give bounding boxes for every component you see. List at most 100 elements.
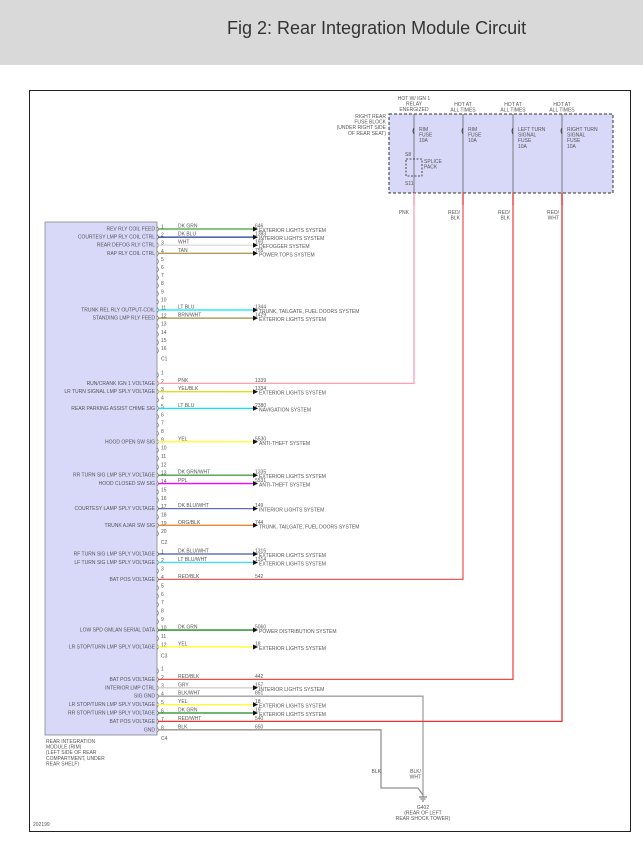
- wire: [158, 193, 415, 385]
- signal-label: BAT POS VOLTAGE: [110, 577, 156, 583]
- pin-number: 11: [161, 306, 166, 312]
- arrow-icon: [253, 389, 258, 395]
- signal-label: REAR PARKING ASSIST CHIME SIG: [71, 406, 155, 412]
- pin-number: 9: [161, 437, 164, 443]
- pin-number: 3: [161, 683, 164, 689]
- fuse-label: FUSE: [518, 138, 532, 144]
- pin-number: 15: [161, 487, 167, 493]
- connector-pin-icon: [156, 497, 159, 503]
- circuit-number: 5531: [255, 478, 266, 484]
- arrow-icon: [253, 226, 258, 232]
- circuit-number: 5060: [255, 625, 266, 631]
- pin-number: 8: [161, 609, 164, 615]
- fuse-block-label: OF REAR SEAT): [348, 131, 386, 137]
- connector-label: C1: [161, 357, 168, 363]
- signal-label: SIG GND: [134, 694, 156, 700]
- signal-label: RUN/CRANK IGN 1 VOLTAGE: [87, 381, 156, 387]
- power-source-label: ALL TIMES: [549, 108, 575, 114]
- arrow-icon: [253, 405, 258, 411]
- wire-color-label: LT BLU: [178, 403, 195, 409]
- power-source-label: ALL TIMES: [500, 108, 526, 114]
- circuit-number: 19: [255, 708, 261, 714]
- connector-pin-icon: [156, 291, 159, 297]
- circuit-number: 1315: [255, 549, 266, 555]
- pin-number: 7: [161, 717, 164, 723]
- signal-label: RF TURN SIG LMP SPLY VOLTAGE: [74, 552, 156, 558]
- pin-number: 1: [161, 371, 164, 377]
- wire: [158, 193, 514, 681]
- circuit-number: 2380: [255, 403, 266, 409]
- signal-label: LR STOP/TURN LMP SPLY VOLTAGE: [69, 644, 156, 650]
- connector-pin-icon: [156, 331, 159, 338]
- connector-pin-icon: [156, 530, 159, 537]
- wire-color-label: LT BLU: [178, 305, 195, 311]
- fuse-label: 10A: [419, 138, 429, 144]
- fuse-label: RIM: [419, 127, 428, 133]
- arrow-icon: [253, 250, 258, 256]
- pin-number: 7: [161, 600, 164, 606]
- connector-pin-icon: [156, 668, 159, 674]
- pin-number: 5: [161, 700, 164, 706]
- circuit-number: 18: [255, 699, 261, 705]
- wire-color-label: PNK: [399, 210, 410, 216]
- fuse-label: SIGNAL: [567, 133, 586, 139]
- fuse-icon: [412, 127, 415, 135]
- circuit-number: 1344: [255, 305, 266, 311]
- wire-color-label: RED/BLK: [178, 574, 200, 580]
- power-source-label: ALL TIMES: [450, 108, 476, 114]
- destination-label: TRUNK, TAILGATE, FUEL DOORS SYSTEM: [259, 309, 359, 315]
- wire-color-label: WHT: [548, 216, 559, 222]
- circuit-number: 1314: [255, 557, 266, 563]
- destination-label: ANTI-THEFT SYSTEM: [259, 483, 310, 489]
- connector-label: C4: [161, 736, 168, 742]
- destination-label: EXTERIOR LIGHTS SYSTEM: [259, 474, 326, 480]
- destination-label: TRUNK, TAILGATE, FUEL DOORS SYSTEM: [259, 524, 359, 530]
- wire-color-label: WHT: [178, 240, 189, 246]
- signal-label: BAT POS VOLTAGE: [110, 677, 156, 683]
- circuit-number: 193: [255, 240, 264, 246]
- pin-number: 18: [161, 512, 167, 518]
- power-source-label: RELAY: [406, 102, 423, 108]
- fuse-label: 10A: [518, 144, 528, 150]
- circuit-number: 755: [255, 248, 264, 254]
- connector-pin-icon: [156, 568, 159, 574]
- fuse-icon: [461, 127, 464, 135]
- destination-label: EXTERIOR LIGHTS SYSTEM: [259, 712, 326, 718]
- module-label: (LEFT SIDE OF REAR: [46, 750, 97, 756]
- circuit-number: 851: [255, 691, 264, 697]
- circuit-number: 157: [255, 682, 264, 688]
- signal-label: TRUNK REL RLY OUTPUT-COIL: [81, 308, 155, 314]
- arrow-icon: [253, 472, 258, 478]
- wire-color-label: WHT: [410, 775, 421, 781]
- pin-number: 4: [161, 692, 164, 698]
- arrow-icon: [253, 439, 258, 445]
- connector-pin-icon: [156, 585, 159, 591]
- connector-pin-icon: [156, 266, 159, 273]
- signal-label: HOOD CLOSED SW SIG: [99, 481, 156, 487]
- wire-color-label: LT BLU/WHT: [178, 557, 207, 563]
- module-label: REAR SHELF): [46, 761, 79, 767]
- wire-color-label: GRY: [178, 682, 189, 688]
- header-bar: Fig 2: Rear Integration Module Circuit: [0, 0, 643, 65]
- connector-pin-icon: [156, 514, 159, 520]
- pin-number: 9: [161, 617, 164, 623]
- wire-color-label: RED/: [448, 210, 461, 216]
- arrow-icon: [253, 627, 258, 633]
- wire-color-label: BLK: [372, 769, 382, 775]
- wire-color-label: ORG/BLK: [178, 520, 201, 526]
- pin-number: 10: [161, 626, 167, 632]
- figure-id: 202199: [33, 822, 50, 828]
- destination-label: EXTERIOR LIGHTS SYSTEM: [259, 553, 326, 559]
- arrow-icon: [253, 559, 258, 565]
- wire-color-label: PPL: [178, 478, 188, 484]
- circuit-number: 1429: [255, 313, 266, 319]
- pin-number: 7: [161, 273, 164, 279]
- wire-color-label: DK BLU/WHT: [178, 503, 209, 509]
- arrow-icon: [253, 315, 258, 321]
- fuse-block-label: FUSE BLOCK: [354, 120, 386, 126]
- connector-pin-icon: [156, 323, 159, 329]
- connector-pin-icon: [156, 610, 159, 616]
- circuit-number: 1339: [255, 378, 266, 384]
- wire-color-label: YEL: [178, 699, 188, 705]
- wire-color-label: DK GRN/WHT: [178, 470, 210, 476]
